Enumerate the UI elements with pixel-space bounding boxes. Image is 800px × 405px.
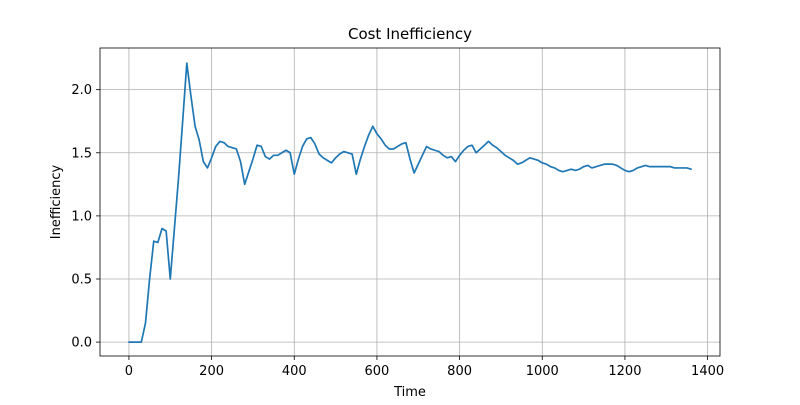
x-axis-label: Time	[393, 385, 426, 400]
y-tick-label: 0.5	[71, 273, 92, 288]
plot-frame	[99, 47, 721, 357]
chart-title: Cost Inefficiency	[348, 25, 472, 43]
x-axis-ticks: 0 200 400 600 800 1000 1200 1400	[125, 356, 724, 379]
y-tick-label: 1.5	[71, 146, 92, 161]
y-tick-label: 0.0	[71, 336, 92, 351]
x-tick-label: 200	[199, 364, 224, 379]
y-axis-label: Inefficiency	[49, 164, 64, 239]
series-line	[128, 62, 692, 343]
y-tick-label: 2.0	[71, 83, 92, 98]
y-axis-ticks: 0.0 0.5 1.0 1.5 2.0	[71, 83, 100, 351]
x-tick-label: 1000	[526, 364, 559, 379]
x-tick-label: 600	[365, 364, 390, 379]
series-layer	[128, 62, 692, 343]
y-tick-label: 1.0	[71, 209, 92, 224]
x-tick-label: 800	[447, 364, 472, 379]
x-tick-label: 1400	[691, 364, 724, 379]
x-tick-label: 0	[125, 364, 133, 379]
x-tick-label: 1200	[608, 364, 641, 379]
grid	[100, 48, 720, 356]
x-tick-label: 400	[282, 364, 307, 379]
